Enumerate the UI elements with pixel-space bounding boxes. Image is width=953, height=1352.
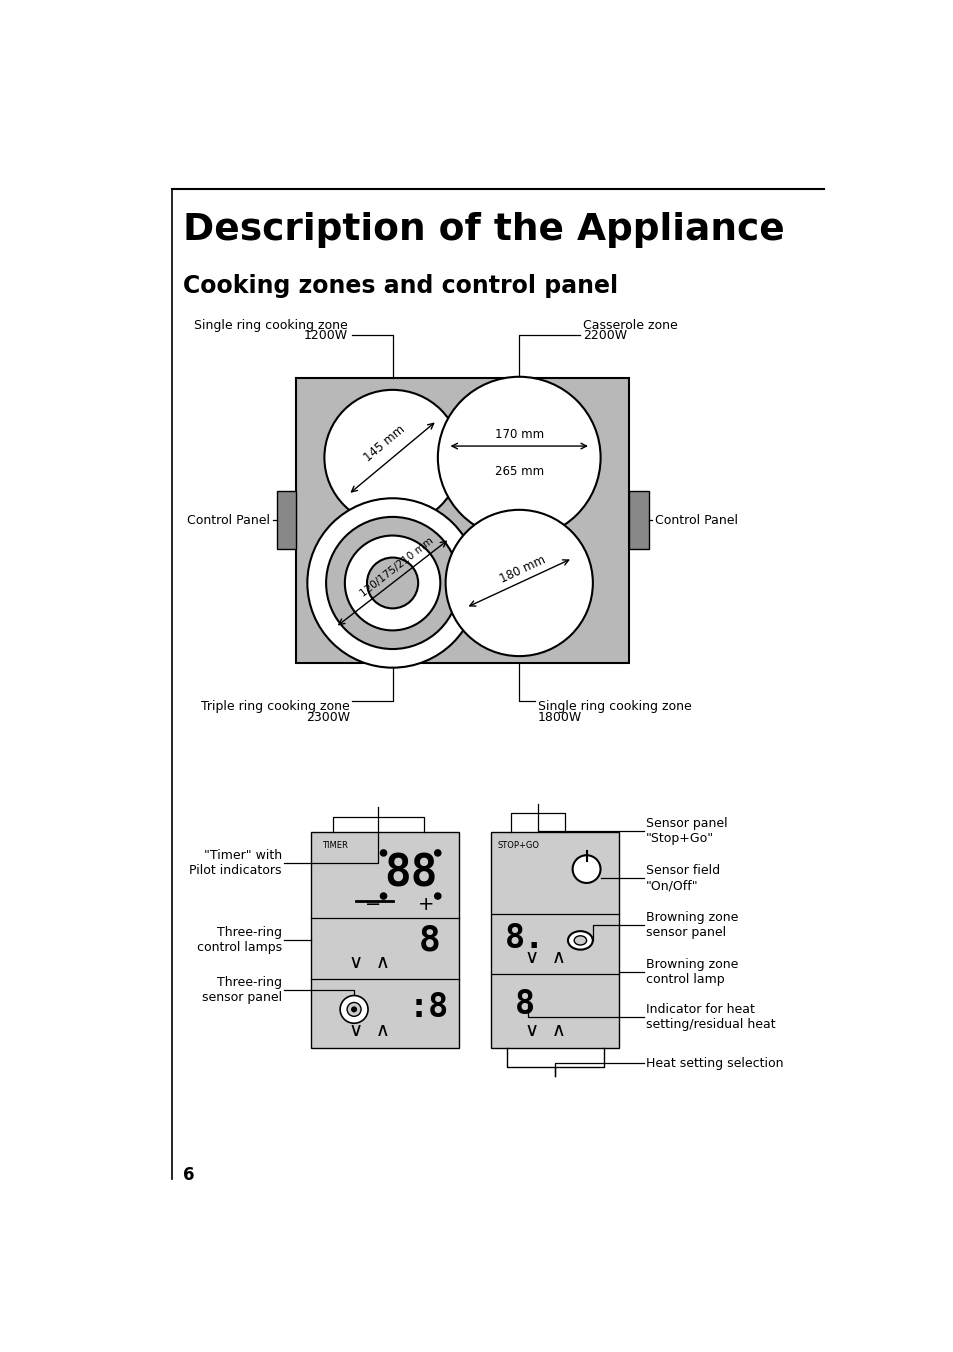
Circle shape [347, 1002, 360, 1017]
Text: Sensor field
"On/Off": Sensor field "On/Off" [645, 864, 720, 892]
Text: 8.: 8. [505, 922, 545, 955]
Bar [491, 831, 618, 1048]
Ellipse shape [567, 932, 592, 949]
Text: 120/175/210 mm: 120/175/210 mm [357, 535, 435, 599]
Text: Single ring cooking zone: Single ring cooking zone [537, 700, 691, 713]
Text: Description of the Appliance: Description of the Appliance [183, 212, 783, 249]
Text: Cooking zones and control panel: Cooking zones and control panel [183, 274, 618, 297]
Circle shape [380, 892, 386, 899]
Text: Sensor panel
"Stop+Go": Sensor panel "Stop+Go" [645, 817, 727, 845]
Text: Three-ring
control lamps: Three-ring control lamps [196, 926, 282, 955]
Circle shape [380, 850, 386, 856]
Text: 180 mm: 180 mm [497, 553, 547, 585]
Circle shape [324, 389, 460, 526]
Text: Single ring cooking zone: Single ring cooking zone [193, 319, 348, 331]
Text: −: − [365, 895, 381, 914]
Bar [276, 491, 295, 549]
Circle shape [340, 995, 368, 1023]
Text: Heat setting selection: Heat setting selection [645, 1057, 783, 1069]
Text: Indicator for heat
setting/residual heat: Indicator for heat setting/residual heat [645, 1003, 775, 1032]
Text: ∨  ∧: ∨ ∧ [349, 1021, 390, 1040]
Text: 88: 88 [383, 853, 436, 896]
Text: 265 mm: 265 mm [495, 465, 543, 479]
Bar [311, 831, 458, 1048]
Text: ∨  ∧: ∨ ∧ [349, 953, 390, 972]
Text: "Timer" with
Pilot indicators: "Timer" with Pilot indicators [190, 849, 282, 877]
Circle shape [307, 499, 477, 668]
Bar [629, 491, 648, 549]
Text: Browning zone
control lamp: Browning zone control lamp [645, 959, 738, 986]
Text: 8: 8 [514, 988, 534, 1021]
Text: ∨  ∧: ∨ ∧ [524, 1021, 565, 1040]
Text: 2300W: 2300W [306, 711, 350, 723]
Circle shape [435, 892, 440, 899]
Text: Control Panel: Control Panel [187, 514, 270, 527]
Ellipse shape [574, 936, 586, 945]
Bar [295, 377, 629, 662]
Circle shape [344, 535, 440, 630]
Text: Three-ring
sensor panel: Three-ring sensor panel [202, 976, 282, 1005]
Circle shape [445, 510, 592, 656]
Text: +: + [417, 895, 434, 914]
Text: TIMER: TIMER [322, 841, 348, 850]
Circle shape [326, 516, 458, 649]
Circle shape [352, 1007, 356, 1011]
Text: Browning zone
sensor panel: Browning zone sensor panel [645, 910, 738, 938]
Text: :8: :8 [409, 991, 449, 1023]
Text: Casserole zone: Casserole zone [582, 319, 677, 331]
Circle shape [572, 856, 599, 883]
Text: 145 mm: 145 mm [361, 423, 408, 465]
Text: 1800W: 1800W [537, 711, 581, 723]
Text: STOP+GO: STOP+GO [497, 841, 538, 850]
Text: 170 mm: 170 mm [495, 427, 543, 441]
Circle shape [437, 377, 600, 538]
Text: 1200W: 1200W [303, 330, 348, 342]
Text: Triple ring cooking zone: Triple ring cooking zone [201, 700, 350, 713]
Circle shape [435, 850, 440, 856]
Text: 2200W: 2200W [582, 330, 626, 342]
Circle shape [367, 557, 417, 608]
Text: Control Panel: Control Panel [654, 514, 737, 527]
Text: 8: 8 [418, 923, 439, 957]
Text: 6: 6 [183, 1165, 194, 1184]
Text: ∨  ∧: ∨ ∧ [524, 948, 565, 967]
